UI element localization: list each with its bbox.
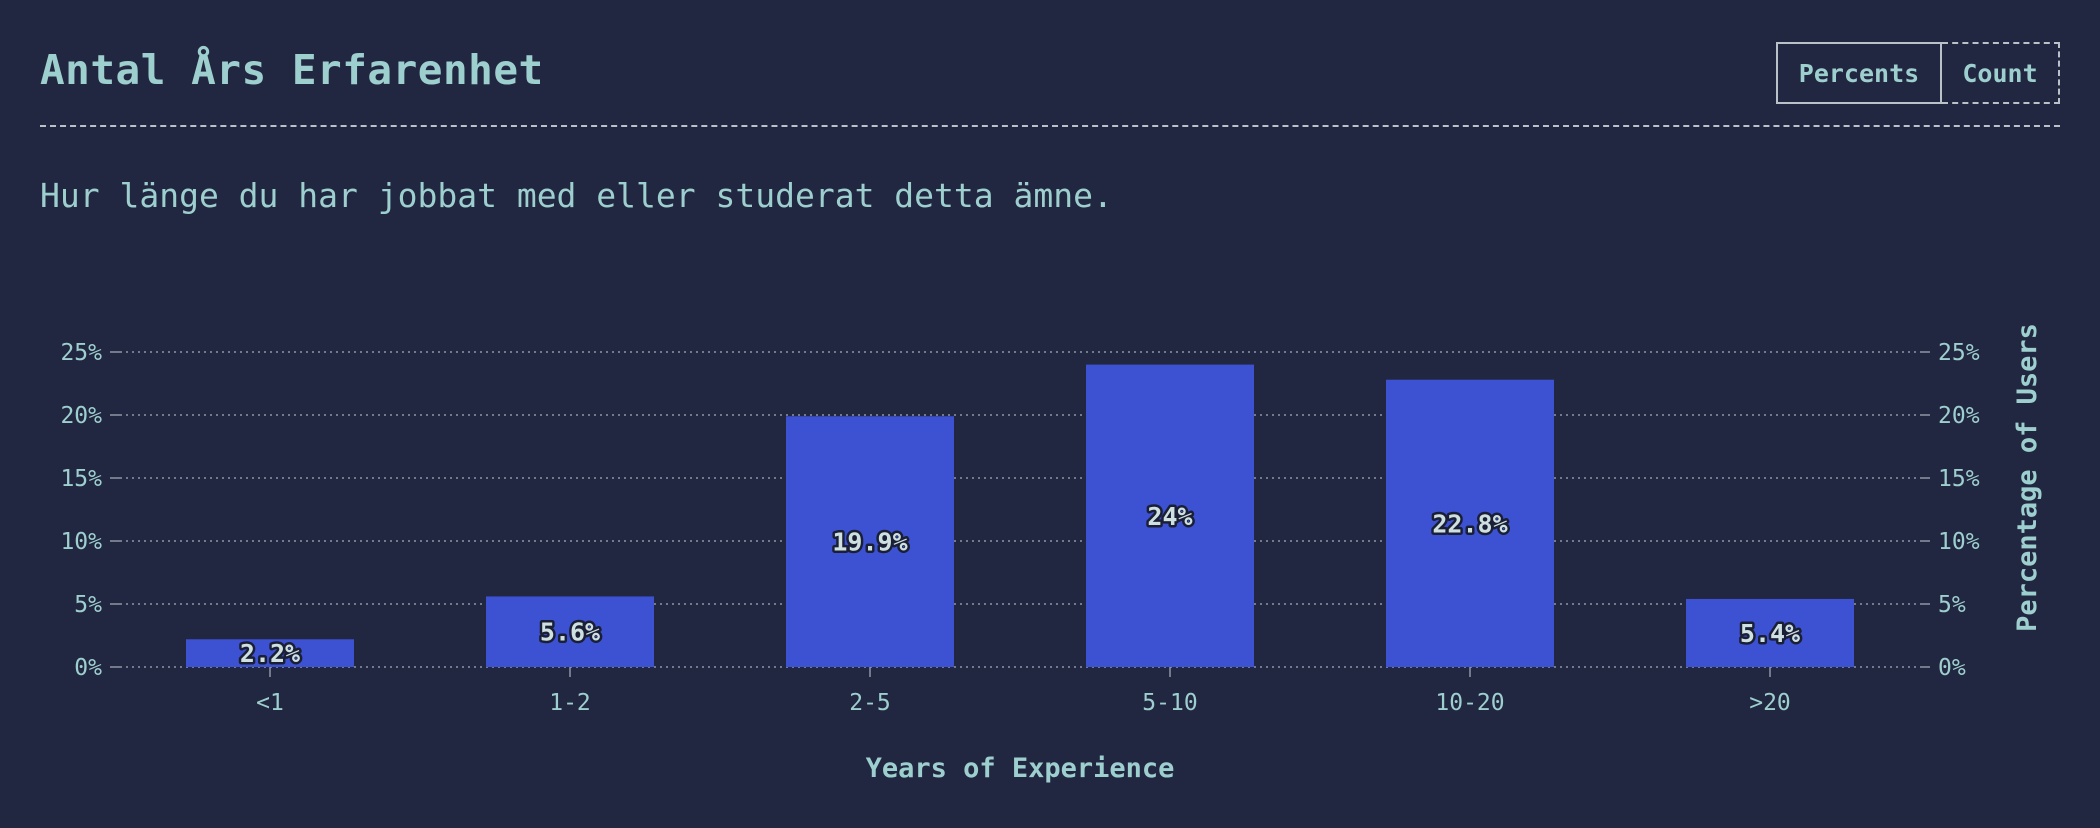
y-axis-title: Percentage of Users bbox=[2012, 323, 2043, 632]
bar-data-label: 22.8% bbox=[1432, 509, 1507, 538]
y-tick-label-left: 10% bbox=[60, 529, 102, 555]
bar bbox=[1686, 598, 1854, 667]
x-tick-label: 1-2 bbox=[549, 690, 591, 716]
bar bbox=[486, 596, 654, 667]
bar-data-label: 19.9% bbox=[832, 528, 907, 557]
x-tick-label: 10-20 bbox=[1435, 690, 1504, 716]
x-tick-label: >20 bbox=[1749, 690, 1791, 716]
x-tick-label: 2-5 bbox=[849, 690, 891, 716]
y-tick-label-right: 25% bbox=[1938, 340, 1980, 366]
chart-header: Antal Års Erfarenhet Percents Count bbox=[40, 0, 2060, 127]
y-tick-label-right: 15% bbox=[1938, 466, 1980, 492]
y-tick-label-right: 0% bbox=[1938, 655, 1966, 681]
bar-data-label: 5.4% bbox=[1740, 619, 1800, 648]
bar-data-label: 2.2% bbox=[240, 639, 300, 668]
x-axis-title: Years of Experience bbox=[866, 753, 1175, 784]
bar bbox=[1386, 379, 1554, 667]
bar bbox=[1086, 364, 1254, 667]
display-mode-toggle: Percents Count bbox=[1776, 42, 2060, 104]
chart-description: Hur länge du har jobbat med eller studer… bbox=[40, 176, 1113, 215]
y-tick-label-right: 10% bbox=[1938, 529, 1980, 555]
bar bbox=[786, 416, 954, 667]
y-tick-label-left: 20% bbox=[60, 403, 102, 429]
y-tick-label-left: 15% bbox=[60, 466, 102, 492]
x-tick-label: 5-10 bbox=[1142, 690, 1197, 716]
bar-data-label: 24% bbox=[1147, 502, 1192, 531]
count-button[interactable]: Count bbox=[1942, 42, 2060, 104]
y-tick-label-left: 25% bbox=[60, 340, 102, 366]
bar bbox=[186, 639, 354, 667]
x-tick-label: <1 bbox=[256, 690, 284, 716]
y-tick-label-right: 20% bbox=[1938, 403, 1980, 429]
y-tick-label-left: 0% bbox=[74, 655, 102, 681]
bar-data-label: 5.6% bbox=[540, 618, 600, 647]
page-title: Antal Års Erfarenhet bbox=[40, 46, 544, 94]
y-tick-label-left: 5% bbox=[74, 592, 102, 618]
y-tick-label-right: 5% bbox=[1938, 592, 1966, 618]
percents-button[interactable]: Percents bbox=[1776, 42, 1942, 104]
